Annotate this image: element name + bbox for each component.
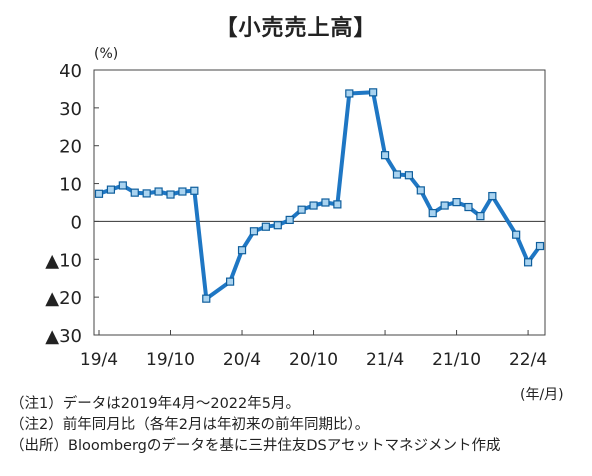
data-point <box>476 212 485 221</box>
x-tick-label: 22/4 <box>509 350 547 370</box>
data-point <box>523 258 533 267</box>
data-point <box>345 89 354 98</box>
x-tick-label: 20/10 <box>289 350 338 370</box>
data-point <box>261 222 270 231</box>
x-tick-label: 19/10 <box>146 350 195 370</box>
y-axis-unit: (%) <box>94 46 119 62</box>
x-axis-unit: (年/月) <box>520 387 564 403</box>
data-point <box>285 215 294 225</box>
data-point <box>106 185 116 194</box>
y-tick-label: ▲30 <box>45 326 82 347</box>
x-tick-label: 20/4 <box>223 350 261 370</box>
data-point <box>309 201 318 210</box>
x-tick-label: 21/10 <box>432 350 481 370</box>
data-point <box>404 171 413 180</box>
x-tick-label: 21/4 <box>366 350 404 370</box>
data-point <box>380 151 390 160</box>
data-point <box>94 189 104 198</box>
data-point <box>488 191 497 201</box>
data-point <box>249 227 259 236</box>
data-point <box>226 277 235 286</box>
data-point <box>190 186 199 195</box>
data-point <box>333 200 342 209</box>
notes: （注1）データは2019年4月～2022年5月。 （注2）前年同月比（各年2月は… <box>10 394 500 457</box>
data-point <box>297 205 306 214</box>
y-tick-label: 20 <box>59 137 82 158</box>
data-point <box>166 190 175 199</box>
y-tick-label: 40 <box>59 61 82 82</box>
data-point <box>440 201 449 210</box>
data-point <box>452 198 461 207</box>
note-source: （出所）Bloombergのデータを基に三井住友DSアセットマネジメント作成 <box>10 438 501 454</box>
y-tick-label: 0 <box>71 212 82 233</box>
chart-title: 【小売売上高】 <box>215 16 377 41</box>
data-point <box>535 241 545 251</box>
data-point <box>416 186 425 195</box>
plot-frame <box>93 69 546 336</box>
data-point <box>178 187 187 196</box>
data-point <box>142 189 151 198</box>
data-point <box>237 246 247 255</box>
series-line <box>98 90 542 301</box>
data-point <box>118 181 127 190</box>
y-tick-label: 30 <box>59 99 82 120</box>
data-point <box>202 294 211 303</box>
y-tick-label: ▲20 <box>45 288 82 309</box>
data-point <box>273 221 282 230</box>
y-tick-label: 10 <box>59 175 82 196</box>
data-point <box>130 188 139 197</box>
note-1: （注1）データは2019年4月～2022年5月。 <box>10 396 300 412</box>
data-point <box>464 202 473 212</box>
data-point <box>369 88 378 97</box>
data-point <box>321 198 330 207</box>
note-2: （注2）前年同月比（各年2月は年初来の前年同期比）。 <box>10 417 370 433</box>
data-point <box>392 170 402 179</box>
x-tick-label: 19/4 <box>80 350 118 370</box>
data-point <box>154 187 163 196</box>
data-point <box>428 209 437 218</box>
data-point <box>512 230 521 239</box>
y-tick-label: ▲10 <box>45 250 82 271</box>
